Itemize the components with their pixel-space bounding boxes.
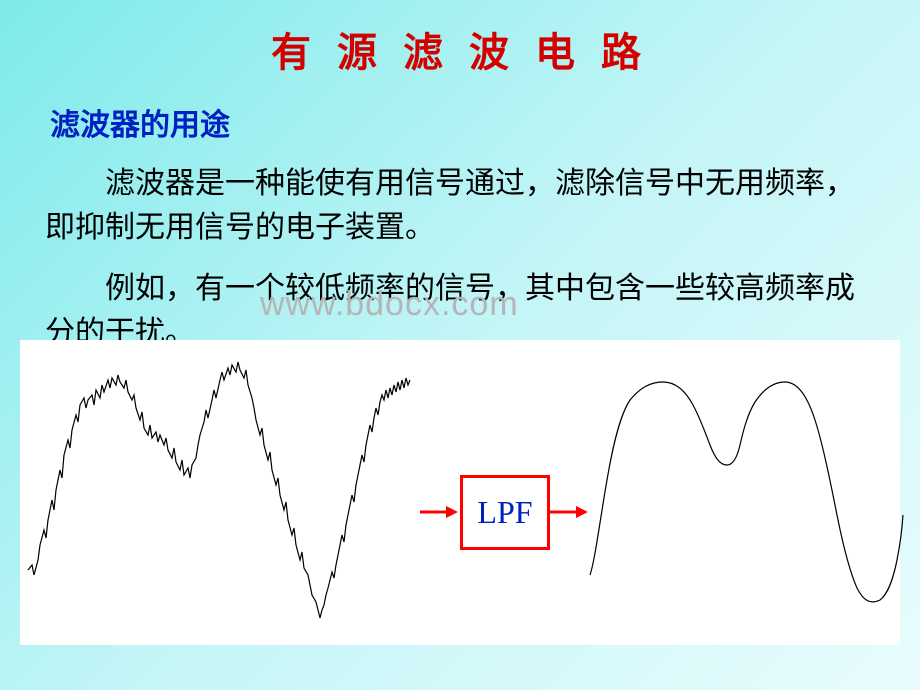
watermark-text: www.bdocx.com xyxy=(260,285,519,323)
para1-text: 滤波器是一种能使有用信号通过，滤除信号中无用频率，即抑制无用信号的电子装置。 xyxy=(45,167,855,244)
arrow-in-icon xyxy=(420,502,460,522)
clean-waveform xyxy=(585,360,905,620)
subtitle-text: 滤波器的用途 xyxy=(50,109,230,142)
noisy-waveform xyxy=(20,350,420,630)
lpf-label: LPF xyxy=(477,494,532,531)
paragraph-1: 滤波器是一种能使有用信号通过，滤除信号中无用频率，即抑制无用信号的电子装置。 xyxy=(0,144,920,249)
title-text: 有 源 滤 波 电 路 xyxy=(271,30,649,75)
subtitle: 滤波器的用途 xyxy=(0,78,920,144)
watermark: www.bdocx.com xyxy=(260,285,519,324)
page-title: 有 源 滤 波 电 路 xyxy=(0,0,920,78)
lpf-box: LPF xyxy=(460,475,550,550)
figure-area: LPF xyxy=(20,340,900,645)
arrow-out-icon xyxy=(550,502,590,522)
